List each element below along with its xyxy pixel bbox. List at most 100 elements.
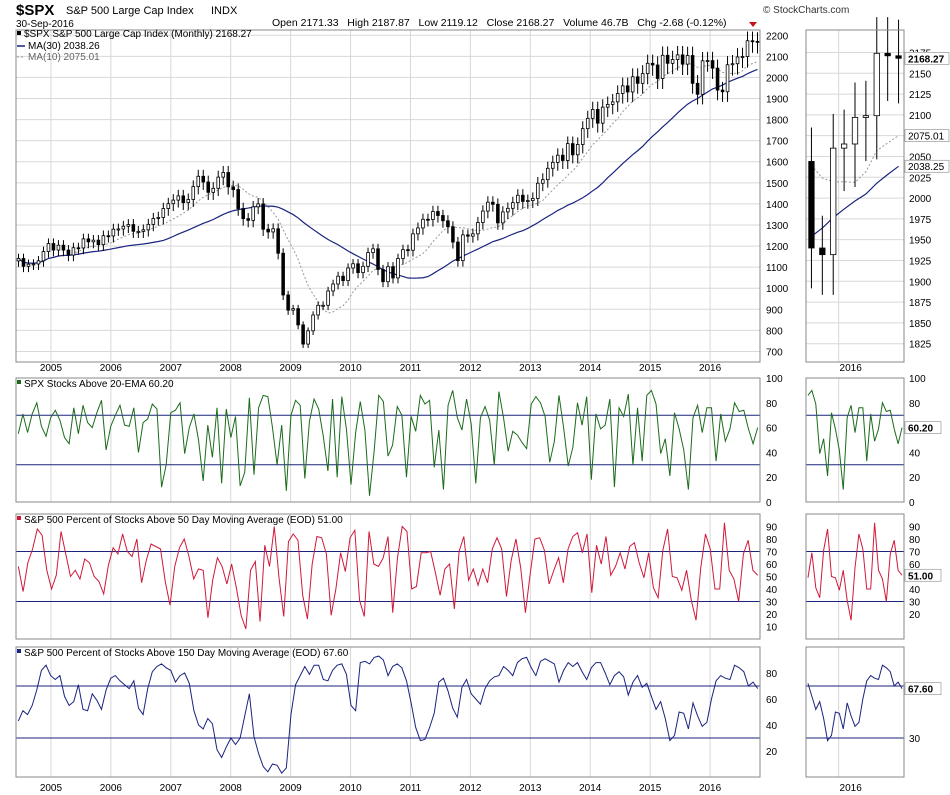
candle-body: [456, 241, 460, 262]
candle-body: [191, 186, 196, 200]
price-y-tick-label: 1800: [766, 116, 789, 127]
ema20-last-value-box: [904, 421, 942, 434]
price-y-tick-label: 1000: [766, 284, 789, 295]
price-y-tick-label: 1600: [766, 158, 789, 169]
candle-body: [536, 182, 540, 199]
candle-body: [341, 275, 345, 282]
ma50-y-tick-label: 10: [766, 623, 778, 634]
candle-body: [526, 200, 530, 202]
candle-body: [146, 223, 151, 231]
inset-y-tick-label: 2125: [909, 90, 932, 101]
inset-candle-body: [830, 147, 837, 256]
ma10-line: [18, 61, 758, 314]
ma150-inset-background: [806, 647, 904, 777]
candle-body: [730, 63, 735, 66]
inset-value-tag-box: [904, 129, 950, 142]
candle-body: [296, 308, 300, 326]
candle-body: [580, 128, 585, 145]
candle-body: [720, 89, 725, 93]
candle-body: [496, 203, 500, 224]
price-y-tick-label: 1200: [766, 242, 789, 253]
candle-body: [311, 314, 315, 332]
ma150-year-label: 2011: [400, 783, 422, 794]
inset-ma10-line: [811, 135, 899, 183]
candle-body: [546, 167, 550, 181]
candle-body: [286, 294, 290, 311]
inset-value-tag: 2168.27: [908, 54, 945, 65]
inset-candle-body: [808, 161, 815, 249]
ema20-inset-y-tick-label: 80: [909, 399, 921, 410]
inset-y-tick-label: 1875: [909, 298, 932, 309]
candle-body: [51, 243, 56, 251]
candle-body: [161, 208, 166, 218]
ma50-inset-y-tick-label: 20: [909, 610, 921, 621]
candle-body: [216, 176, 221, 189]
candle-body: [236, 189, 240, 209]
candle-body: [46, 243, 51, 252]
candle-body: [366, 252, 370, 267]
ma150-year-label: 2009: [280, 783, 303, 794]
ma50-y-tick-label: 20: [766, 610, 778, 621]
candle-body: [56, 244, 61, 251]
price-y-tick-label: 2100: [766, 52, 789, 63]
candle-body: [481, 210, 485, 223]
candle-body: [306, 330, 310, 345]
ma50-inset-background: [806, 514, 904, 639]
candle-body: [585, 117, 590, 130]
candle-body: [750, 40, 755, 43]
candle-body: [416, 227, 420, 235]
candle-body: [421, 218, 425, 229]
ma150-inset-series-line: [807, 664, 903, 742]
candle-body: [316, 304, 320, 316]
ma50-inset-y-tick-label: 60: [909, 560, 921, 571]
index-name: S&P 500 Large Cap Index: [66, 5, 194, 17]
ema20-inset-background: [806, 378, 904, 502]
candle-body: [36, 260, 41, 265]
candle-body: [386, 266, 390, 283]
candle-body: [66, 249, 71, 256]
candle-body: [406, 249, 410, 252]
ohlc-summary: Open 2171.33 High 2187.87 Low 2119.12 Cl…: [272, 17, 727, 29]
price-legend-label: $SPX S&P 500 Large Cap Index (Monthly) 2…: [24, 29, 252, 40]
candle-body: [336, 275, 340, 285]
candle-body: [476, 222, 480, 235]
ma50-y-tick-label: 30: [766, 598, 778, 609]
candle-body: [41, 251, 46, 262]
inset-candle-body: [851, 116, 859, 145]
ema20-panel-title: SPX Stocks Above 20-EMA 60.20: [24, 379, 174, 390]
candle-body: [675, 54, 680, 60]
ma10-legend-label: MA(10) 2075.01: [28, 52, 100, 63]
price-y-tick-label: 1900: [766, 95, 789, 106]
candle-body: [710, 60, 715, 69]
candle-body: [136, 230, 141, 233]
candle-body: [660, 54, 665, 79]
ma50-series-line: [17, 522, 758, 630]
ema20-y-tick-label: 80: [766, 399, 778, 410]
ema20-y-tick-label: 0: [766, 498, 772, 509]
inset-y-tick-label: 1850: [909, 319, 932, 330]
price-y-tick-label: 2000: [766, 73, 789, 84]
candle-body: [436, 211, 440, 216]
candle-body: [171, 199, 176, 205]
ma50-last-value-box: [904, 568, 942, 582]
ma150-year-label: 2016: [699, 783, 722, 794]
ema20-last-value-label: 60.20: [908, 424, 933, 435]
candle-body: [466, 234, 470, 237]
candle-body: [141, 229, 146, 232]
inset-ma30-line: [811, 165, 899, 237]
candle-body: [735, 56, 740, 65]
ma50-last-value-label: 51.00: [908, 571, 933, 582]
inset-candle-body: [884, 52, 891, 57]
ma50-panel-title: S&P 500 Percent of Stocks Above 50 Day M…: [24, 515, 343, 526]
candle-body: [715, 67, 720, 91]
inset-candle-body: [840, 143, 848, 149]
inset-value-tag: 2038.25: [908, 162, 945, 173]
ema20-inset-y-tick-label: 100: [909, 374, 926, 385]
candle-body: [511, 202, 515, 209]
inset-candle-body: [895, 55, 902, 59]
candle-body: [96, 239, 101, 245]
price-year-label: 2011: [400, 363, 422, 374]
candle-body: [196, 175, 201, 188]
price-y-tick-label: 1500: [766, 179, 789, 190]
